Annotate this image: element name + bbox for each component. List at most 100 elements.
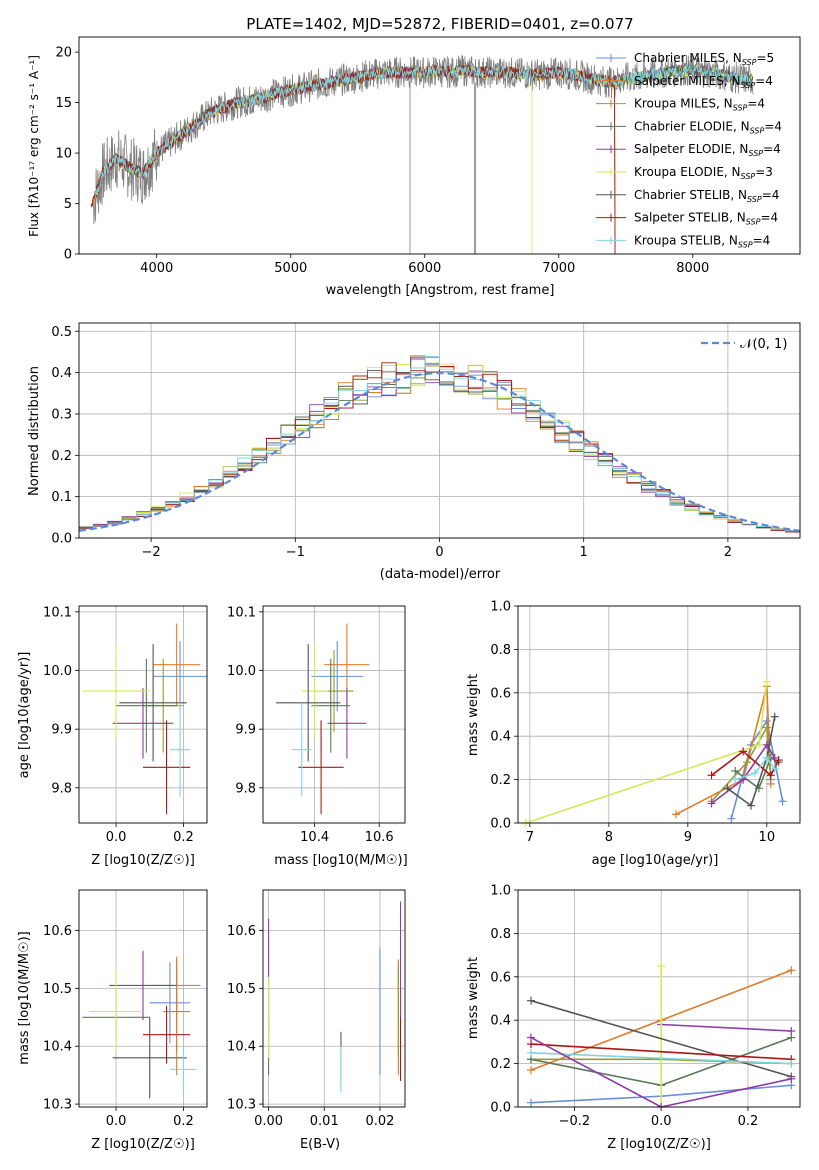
residuals-xlabel: (data-model)/error [380,567,501,582]
y-tick-label: 10.1 [43,605,72,620]
normal-curve [79,371,800,532]
wZ-xlabel: Z [log10(Z/Z☉)] [607,1137,711,1152]
y-tick-label: 9.8 [51,781,72,796]
model-fit-line-8 [90,64,616,254]
axes-frame [78,889,208,1108]
massE-xlabel: E(B-V) [300,1137,340,1152]
y-tick-label: 1.0 [490,884,511,899]
legend-label-7: Chabrier STELIB, NSSP=4 [634,188,779,204]
x-tick-label: 0.0 [651,1114,672,1129]
axes-frame [262,605,406,824]
x-tick-label: 5000 [274,261,307,276]
weight-line-5 [661,1023,792,1032]
weight-line-8 [530,1043,792,1061]
x-tick-label: 4000 [140,261,173,276]
weight-line-2 [675,686,772,816]
y-tick-label: 0.2 [490,773,511,788]
axes-frame [517,605,801,824]
weight-line-9 [734,756,776,781]
x-tick-label: 8000 [676,261,709,276]
massZ-xlabel: Z [log10(Z/Z☉)] [91,1137,195,1152]
legend-label-3: Kroupa MILES, NSSP=4 [634,97,765,113]
y-tick-label: 0.4 [490,1014,511,1029]
y-tick-label: 10.3 [43,1098,72,1113]
wZ-ylabel: mass weight [466,957,481,1039]
legend-label-8: Salpeter STELIB, NSSP=4 [634,211,778,227]
x-tick-label: 0.2 [738,1114,759,1129]
y-tick-label: 9.9 [51,723,72,738]
weight-line-10 [530,1036,792,1107]
y-tick-label: 10.4 [43,1040,72,1055]
axes-frame [517,889,801,1108]
x-tick-label: 1 [580,545,588,560]
y-tick-label: 0.8 [490,643,511,658]
x-tick-label: 9 [684,830,692,845]
x-tick-label: 0.2 [173,830,194,845]
ageZ-xlabel: Z [log10(Z/Z☉)] [91,853,195,868]
legend-normal-label: 𝒩(0, 1) [740,337,787,352]
x-tick-label: 0.0 [106,830,127,845]
spectrum-ylabel: Flux [fλ10⁻¹⁷ erg cm⁻² s⁻¹ A⁻¹] [27,55,41,237]
axes-frame [78,322,801,539]
x-tick-label: −2 [142,545,161,560]
model-fit-line-2 [90,64,616,254]
y-tick-label: 0.2 [490,1057,511,1072]
x-tick-label: 0.02 [365,1114,394,1129]
y-tick-label: 0.5 [51,325,72,340]
mass-vs-EBV-panel: E(B-V) 0.00 0.01 0.02 10.3 10.4 10.5 10.6 [227,889,406,1152]
weight-line-7 [530,999,792,1078]
x-tick-label: −0.2 [559,1114,591,1129]
y-tick-label: 0.4 [51,366,72,381]
weight-line-6 [525,681,768,823]
legend-label-5: Salpeter ELODIE, NSSP=4 [634,142,781,158]
axes-frame [78,605,208,824]
y-tick-label: 9.8 [235,781,256,796]
x-tick-label: 10.6 [365,830,394,845]
x-tick-label: 0.0 [106,1114,127,1129]
ageM-xlabel: mass [log10(M/M☉)] [274,853,407,868]
y-tick-label: 0.0 [490,1101,511,1116]
y-tick-label: 10 [55,147,72,162]
x-tick-label: 10 [759,830,776,845]
weight-vs-Z-panel: Z [log10(Z/Z☉)] mass weight −0.2 0.0 0.2 0.… [466,884,801,1152]
y-tick-label: 5 [64,197,72,212]
y-tick-label: 1.0 [490,600,511,615]
residuals-ylabel: Normed distribution [27,366,42,496]
spectrum-panel: PLATE=1402, MJD=52872, FIBERID=0401, z=0… [27,15,801,298]
x-tick-label: 10.4 [300,830,329,845]
y-tick-label: 10.0 [43,664,72,679]
residual-histogram-9 [79,355,800,532]
y-tick-label: 0.6 [490,970,511,985]
residual-histogram-7 [79,356,800,532]
y-tick-label: 0.6 [490,686,511,701]
weight-line-9 [530,1052,792,1065]
y-tick-label: 0.0 [51,532,72,547]
x-tick-label: 7 [526,830,534,845]
y-tick-label: 10.1 [227,605,256,620]
x-tick-label: 8 [605,830,613,845]
x-tick-label: −1 [286,545,305,560]
y-tick-label: 0.4 [490,730,511,745]
x-tick-label: 0.2 [173,1114,194,1129]
wAge-ylabel: mass weight [466,674,481,756]
y-tick-label: 10.3 [227,1098,256,1113]
y-tick-label: 10.5 [227,982,256,997]
age-vs-mass-panel: mass [log10(M/M☉)] 10.4 10.6 9.8 9.9 10.0 10.… [227,605,408,868]
spectrum-xlabel: wavelength [Angstrom, rest frame] [326,283,555,298]
x-tick-label: 6000 [408,261,441,276]
y-tick-label: 20 [55,46,72,61]
y-tick-label: 10.6 [227,924,256,939]
weight-vs-age-panel: age [log10(age/yr)] mass weight 7 8 9 10 0.0… [466,600,801,868]
y-tick-label: 9.9 [235,723,256,738]
age-vs-Z-panel: Z [log10(Z/Z☉)] age [log10(age/yr)] 0.0 0… [17,605,208,868]
y-tick-label: 0.1 [51,490,72,505]
x-tick-label: 2 [724,545,732,560]
y-tick-label: 10.4 [227,1040,256,1055]
y-tick-label: 0.3 [51,407,72,422]
y-tick-label: 0.0 [490,817,511,832]
spectrum-title: PLATE=1402, MJD=52872, FIBERID=0401, z=0… [246,15,633,33]
legend-label-4: Chabrier ELODIE, NSSP=4 [634,119,782,135]
axes-frame [78,36,801,255]
residuals-panel: (data-model)/error Normed distribution −… [27,322,801,582]
mass-vs-Z-panel: Z [log10(Z/Z☉)] mass [log10(M/M☉)] 0.0 0.… [17,889,208,1152]
